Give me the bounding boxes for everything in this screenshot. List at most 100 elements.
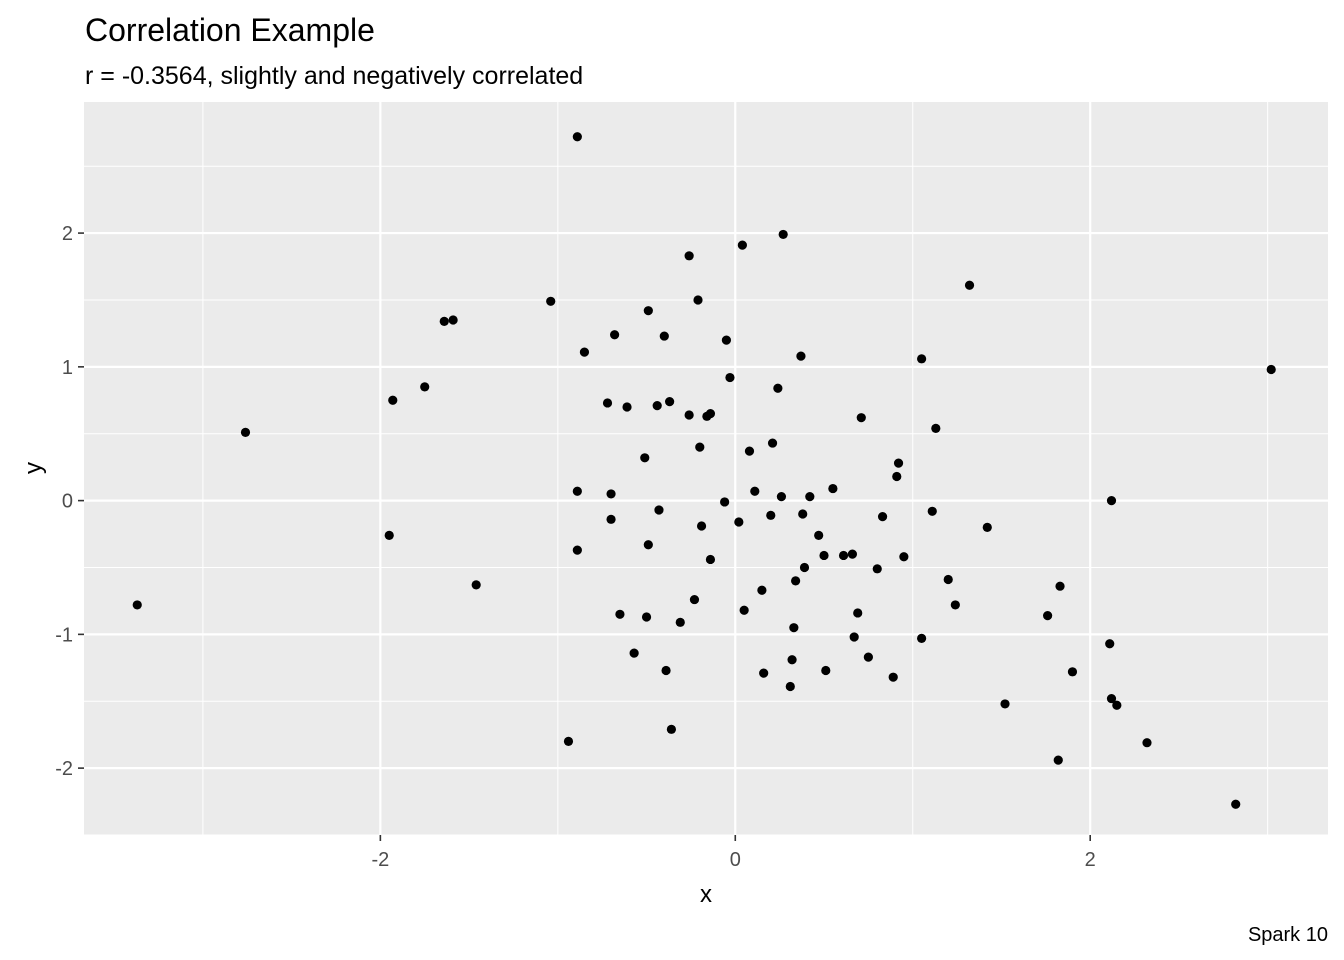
data-point	[388, 395, 398, 405]
data-point	[767, 438, 778, 448]
data-point	[689, 594, 700, 605]
data-point	[439, 316, 449, 326]
data-point	[654, 505, 664, 515]
data-point	[705, 554, 716, 565]
data-point	[659, 331, 669, 341]
data-point	[785, 681, 795, 692]
data-point	[1106, 693, 1117, 704]
data-point	[1112, 700, 1122, 710]
data-point	[546, 296, 556, 306]
chart-caption: Spark 10	[1248, 924, 1328, 946]
data-point	[720, 497, 730, 507]
data-point	[853, 608, 863, 618]
data-point	[888, 672, 898, 682]
data-point	[849, 632, 859, 642]
data-point	[796, 351, 806, 361]
plot-panel	[84, 102, 1328, 835]
data-point	[610, 330, 620, 340]
data-point	[665, 397, 675, 407]
data-point	[828, 483, 838, 494]
data-point	[734, 517, 744, 527]
data-point	[917, 633, 927, 643]
data-point	[917, 354, 927, 364]
data-point	[1043, 611, 1053, 621]
data-point	[615, 609, 625, 619]
data-point	[821, 665, 831, 676]
data-point	[661, 665, 671, 676]
data-point	[1053, 755, 1063, 765]
y-axis-title: y	[20, 462, 47, 474]
data-point	[776, 491, 787, 502]
data-point	[1067, 667, 1078, 677]
data-point	[572, 132, 582, 142]
data-point	[1142, 738, 1152, 748]
data-point	[931, 423, 941, 433]
data-point	[1105, 639, 1115, 649]
x-tick-label: 2	[1085, 849, 1096, 871]
data-point	[563, 736, 574, 746]
data-point	[766, 510, 776, 520]
y-tick-label: -1	[55, 624, 73, 646]
data-point	[750, 486, 760, 496]
x-tick-label: 0	[730, 849, 741, 871]
data-point	[778, 229, 788, 240]
data-point	[725, 372, 735, 383]
data-point	[847, 549, 858, 559]
data-point	[737, 240, 747, 250]
data-point	[927, 506, 937, 516]
data-point	[132, 600, 142, 610]
data-point	[892, 471, 902, 482]
data-point	[693, 295, 703, 305]
data-point	[982, 522, 992, 532]
data-point	[579, 347, 590, 357]
x-axis-title: x	[700, 881, 712, 908]
data-point	[471, 580, 481, 590]
data-point	[863, 652, 873, 662]
data-point	[899, 552, 909, 562]
data-point	[773, 383, 783, 393]
data-point	[420, 382, 430, 392]
data-point	[684, 251, 694, 261]
data-point	[384, 530, 394, 540]
data-point	[805, 491, 815, 502]
data-point	[757, 585, 767, 595]
data-point	[819, 550, 829, 561]
data-point	[695, 442, 705, 452]
data-point	[798, 509, 808, 519]
data-point	[705, 409, 716, 419]
chart-subtitle: r = -0.3564, slightly and negatively cor…	[85, 62, 583, 90]
data-point	[872, 564, 882, 574]
data-point	[950, 600, 960, 610]
y-axis: -2 -1 0 1 2	[55, 223, 84, 780]
data-point	[622, 402, 632, 412]
data-point	[1055, 581, 1065, 591]
data-point	[877, 512, 888, 522]
data-point	[572, 486, 582, 496]
data-point	[787, 655, 797, 665]
data-point	[739, 605, 749, 615]
data-point	[1231, 799, 1241, 809]
data-point	[675, 617, 685, 627]
y-tick-label: 1	[62, 357, 73, 379]
data-point	[602, 398, 613, 408]
panel-background	[84, 102, 1328, 835]
x-axis: -2 0 2	[371, 835, 1096, 871]
data-point	[572, 545, 582, 555]
data-point	[666, 724, 676, 734]
data-point	[1106, 496, 1117, 506]
data-point	[759, 668, 769, 678]
data-point	[1000, 699, 1010, 709]
data-point	[1266, 364, 1276, 375]
data-point	[964, 280, 975, 290]
data-point	[814, 530, 824, 540]
grid-lines	[84, 102, 1328, 836]
data-point	[789, 623, 799, 633]
data-point	[744, 446, 755, 456]
chart-title: Correlation Example	[85, 12, 375, 48]
data-point	[943, 574, 953, 585]
data-point	[606, 514, 616, 524]
data-point	[799, 562, 810, 573]
data-point	[643, 540, 653, 550]
data-point	[448, 315, 458, 325]
